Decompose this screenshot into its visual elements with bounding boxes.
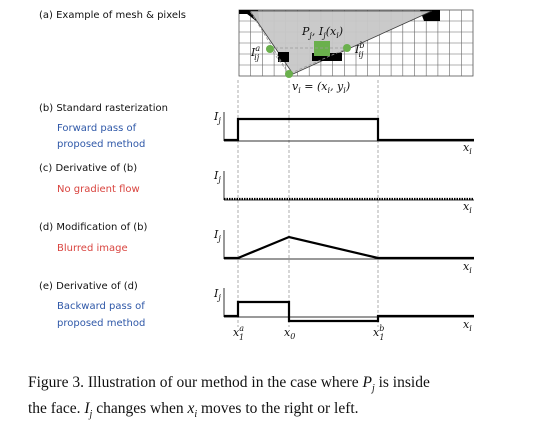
- tick-x0: x0: [284, 326, 295, 341]
- pixel-pj: [314, 41, 330, 56]
- intersection-point-a: [266, 45, 274, 53]
- label-ia: Ia ij: [250, 44, 260, 62]
- caption-line-2: the face. Ij changes when xi moves to th…: [28, 400, 359, 421]
- plot-b-xlabel: xi: [463, 141, 472, 156]
- panel-b-note-1: Forward pass of: [57, 123, 137, 134]
- label-vi: vi = (xi, yi): [292, 80, 350, 95]
- plot-c-xlabel: xi: [463, 200, 472, 215]
- panel-e-note-2: proposed method: [57, 318, 145, 329]
- panel-c-note: No gradient flow: [57, 184, 140, 195]
- label-ib: Ib ij: [354, 41, 364, 59]
- figure-caption: Figure 3. Illustration of our method in …: [28, 373, 528, 425]
- plot-d-ylabel: Ij: [213, 228, 221, 243]
- plot-b: Ij xi: [213, 110, 474, 156]
- panel-c-title: (c) Derivative of (b): [39, 163, 137, 174]
- caption-line-1: Figure 3. Illustration of our method in …: [28, 374, 430, 395]
- panel-b-note-2: proposed method: [57, 139, 145, 150]
- panel-d-note: Blurred image: [57, 243, 128, 254]
- panel-b-title: (b) Standard rasterization: [39, 103, 168, 114]
- plot-c-ylabel: Ij: [213, 169, 221, 184]
- tick-x1a: xa 1: [233, 324, 244, 342]
- tick-x1b: xb 1: [373, 324, 384, 342]
- plot-d: Ij xi: [213, 228, 474, 275]
- plot-b-ylabel: Ij: [213, 110, 221, 125]
- panel-e-title: (e) Derivative of (d): [39, 281, 138, 292]
- vertex-vi: [285, 70, 293, 78]
- panel-e-note-1: Backward pass of: [57, 301, 145, 312]
- plot-d-xlabel: xi: [463, 260, 472, 275]
- panel-d-title: (d) Modification of (b): [39, 222, 148, 233]
- mesh-face: [249, 10, 433, 75]
- plot-e-xlabel: xi: [463, 318, 472, 333]
- plot-c: Ij xi: [213, 169, 474, 215]
- intersection-point-b: [343, 44, 351, 52]
- label-pj: Pj, Ij(xi): [301, 25, 343, 40]
- panel-a-title: (a) Example of mesh & pixels: [39, 10, 186, 21]
- vertex-guides: [249, 10, 349, 75]
- plot-e: Ij xi xa 1 x0 xb 1: [213, 287, 474, 342]
- plot-e-ylabel: Ij: [213, 287, 221, 302]
- vertical-guides: [237, 80, 379, 327]
